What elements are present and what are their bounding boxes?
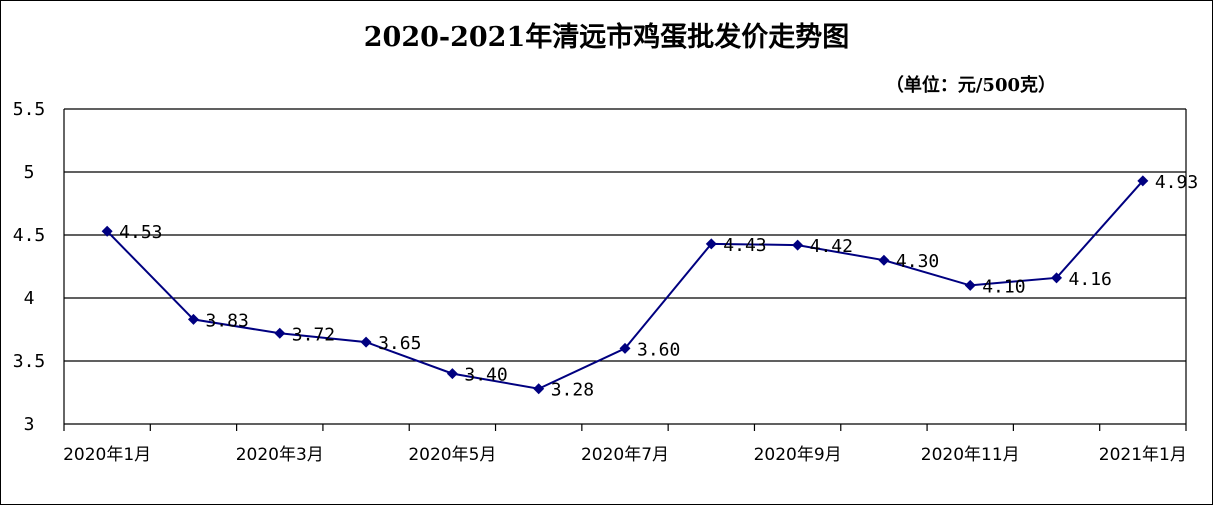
unit-note: （单位：元/500克） bbox=[885, 75, 1056, 96]
x-tick-label: 2020年3月 bbox=[236, 445, 324, 465]
data-point-marker bbox=[187, 313, 199, 325]
data-label: 3.83 bbox=[205, 310, 248, 331]
data-point-marker bbox=[705, 238, 717, 250]
data-label: 3.65 bbox=[378, 333, 421, 354]
chart-title: 2020-2021年清远市鸡蛋批发价走势图 bbox=[363, 22, 850, 53]
x-tick-label: 2020年1月 bbox=[63, 445, 151, 465]
data-point-marker bbox=[964, 279, 976, 291]
x-tick-label: 2020年11月 bbox=[921, 445, 1020, 465]
y-tick-label: 5 bbox=[24, 162, 35, 183]
data-label: 4.10 bbox=[982, 276, 1025, 297]
y-tick-label: 4.5 bbox=[13, 225, 46, 246]
x-tick-label: 2021年1月 bbox=[1099, 445, 1187, 465]
data-label: 4.43 bbox=[723, 235, 766, 256]
data-label: 4.42 bbox=[810, 236, 853, 257]
data-label: 4.16 bbox=[1069, 269, 1112, 290]
data-label: 4.93 bbox=[1155, 172, 1198, 193]
y-tick-label: 3.5 bbox=[13, 351, 46, 372]
x-tick-label: 2020年9月 bbox=[754, 445, 842, 465]
x-tick-label: 2020年7月 bbox=[581, 445, 669, 465]
y-tick-label: 4 bbox=[24, 288, 35, 309]
data-point-marker bbox=[274, 327, 286, 339]
data-label: 3.60 bbox=[637, 339, 680, 360]
data-point-marker bbox=[360, 336, 372, 348]
data-point-marker bbox=[1051, 272, 1063, 284]
y-tick-label: 3 bbox=[24, 414, 35, 435]
data-label: 3.28 bbox=[551, 380, 594, 401]
x-tick-label: 2020年5月 bbox=[408, 445, 496, 465]
data-label: 4.30 bbox=[896, 251, 939, 272]
data-point-marker bbox=[1137, 175, 1149, 187]
data-point-marker bbox=[533, 383, 545, 395]
data-label: 3.40 bbox=[464, 365, 507, 386]
data-point-marker bbox=[792, 239, 804, 251]
data-label: 3.72 bbox=[292, 324, 335, 345]
data-point-marker bbox=[619, 342, 631, 354]
data-point-marker bbox=[878, 254, 890, 266]
data-point-marker bbox=[446, 368, 458, 380]
data-label: 4.53 bbox=[119, 222, 162, 243]
data-point-marker bbox=[101, 225, 113, 237]
y-tick-label: 5.5 bbox=[13, 99, 46, 120]
